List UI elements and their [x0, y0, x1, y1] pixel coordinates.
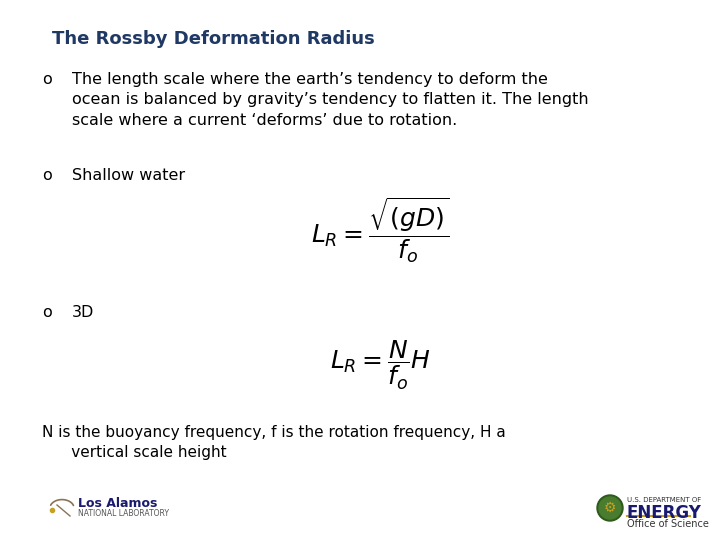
- Text: NATIONAL LABORATORY: NATIONAL LABORATORY: [78, 509, 169, 518]
- Text: ⚙: ⚙: [604, 501, 616, 515]
- Text: o: o: [42, 72, 52, 87]
- Text: U.S. DEPARTMENT OF: U.S. DEPARTMENT OF: [627, 497, 701, 503]
- Text: $L_R = \dfrac{N}{f_o}H$: $L_R = \dfrac{N}{f_o}H$: [330, 339, 431, 392]
- Text: The length scale where the earth’s tendency to deform the
ocean is balanced by g: The length scale where the earth’s tende…: [72, 72, 589, 128]
- Text: N is the buoyancy frequency, f is the rotation frequency, H a
      vertical sca: N is the buoyancy frequency, f is the ro…: [42, 425, 505, 460]
- Text: Shallow water: Shallow water: [72, 168, 185, 183]
- Text: The Rossby Deformation Radius: The Rossby Deformation Radius: [52, 30, 374, 48]
- Text: $L_R = \dfrac{\sqrt{(gD)}}{f_o}$: $L_R = \dfrac{\sqrt{(gD)}}{f_o}$: [311, 195, 449, 265]
- Text: ENERGY: ENERGY: [627, 504, 702, 522]
- Text: o: o: [42, 305, 52, 320]
- Text: o: o: [42, 168, 52, 183]
- Text: Los Alamos: Los Alamos: [78, 497, 158, 510]
- Circle shape: [597, 495, 623, 521]
- Text: 3D: 3D: [72, 305, 94, 320]
- Text: Office of Science: Office of Science: [627, 519, 709, 529]
- Circle shape: [599, 497, 621, 519]
